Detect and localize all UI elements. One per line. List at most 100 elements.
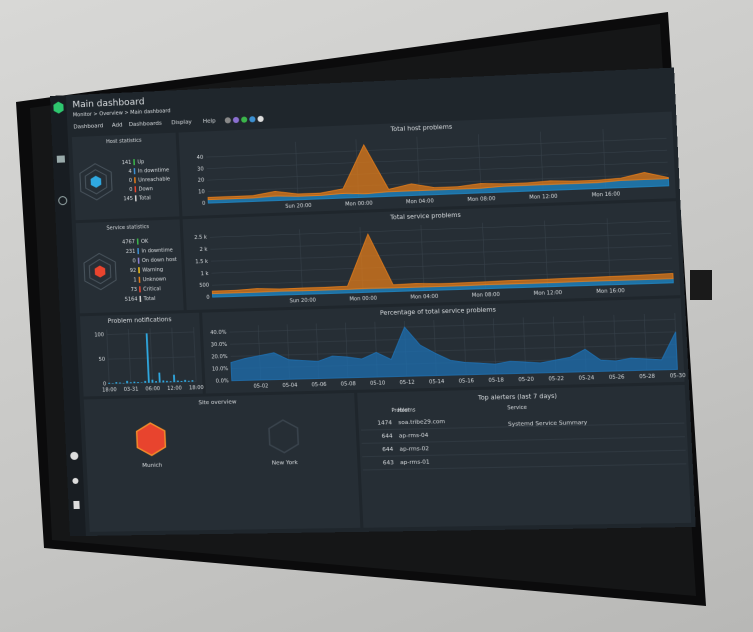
- problems: 644: [382, 434, 394, 440]
- x-tick-label: 03-31: [124, 387, 139, 393]
- status-icon: [224, 117, 232, 124]
- site-hexagon[interactable]: [269, 420, 299, 453]
- bar: [187, 380, 190, 382]
- y-tick-label: 500: [199, 283, 209, 289]
- y-tick-label: 100: [94, 332, 104, 338]
- status-label: In downtime: [141, 247, 173, 254]
- problems: 1474: [377, 420, 392, 426]
- x-tick-label: 05-04: [282, 383, 297, 389]
- status-label: Total: [138, 195, 151, 202]
- bar: [119, 382, 121, 384]
- y-tick-label: 0: [103, 381, 106, 387]
- count: 0: [129, 178, 132, 184]
- column-header: Host: [398, 408, 410, 414]
- y-tick-label: 0.0%: [216, 378, 229, 384]
- status-bar: [133, 168, 136, 175]
- problems: 644: [382, 447, 394, 453]
- bar: [162, 380, 165, 383]
- screen: Main dashboard Monitor > Overview > Main …: [49, 67, 696, 537]
- menu-item[interactable]: Dashboard: [73, 123, 103, 130]
- count: 92: [130, 268, 137, 274]
- icon: [73, 500, 80, 510]
- x-tick-label: 05-12: [399, 380, 414, 387]
- status-icon: [232, 116, 240, 124]
- x-tick-label: Mon 12:00: [534, 290, 563, 297]
- area: [230, 319, 678, 380]
- logo: [53, 101, 64, 114]
- hexagon: [84, 168, 107, 194]
- host[interactable]: soa.tribe29.com: [398, 419, 445, 426]
- status-bar: [139, 295, 142, 302]
- y-tick-label: 10.0%: [212, 366, 229, 373]
- status-bar: [137, 248, 140, 255]
- x-tick-label: Mon 08:00: [472, 292, 500, 299]
- bar: [191, 380, 194, 382]
- status-bar: [138, 276, 141, 283]
- bar: [137, 382, 139, 384]
- y-tick-label: 30: [197, 166, 204, 172]
- x-tick-label: 05-18: [488, 377, 504, 384]
- bar: [176, 380, 179, 383]
- bar: [122, 382, 125, 384]
- bar: [144, 380, 147, 383]
- status-label: On down host: [142, 257, 177, 264]
- y-tick-label: 20.0%: [211, 354, 228, 361]
- hexagon: [79, 162, 113, 200]
- bar: [155, 381, 158, 383]
- status-label: Warning: [142, 267, 163, 274]
- panel: [357, 384, 692, 528]
- host[interactable]: ap-rms-04: [399, 433, 429, 440]
- count: 141: [122, 160, 132, 166]
- bar: [133, 381, 136, 384]
- x-tick-label: Mon 16:00: [596, 288, 625, 295]
- site-label[interactable]: New York: [272, 460, 299, 467]
- status-label: Total: [142, 296, 155, 302]
- count: 231: [126, 249, 136, 255]
- breadcrumb: Monitor > Overview > Main dashboard: [73, 108, 171, 118]
- status-label: Critical: [143, 286, 161, 293]
- panel-title: Site overview: [198, 399, 237, 406]
- panel: [79, 312, 203, 397]
- bar: [126, 380, 129, 384]
- status-bar: [136, 238, 139, 245]
- status-label: OK: [141, 239, 149, 245]
- menu-item[interactable]: Add: [112, 122, 123, 128]
- x-tick-label: Mon 08:00: [467, 196, 495, 203]
- count: 4767: [122, 239, 135, 245]
- count: 5164: [125, 296, 138, 302]
- menu-item[interactable]: Dashboards: [129, 121, 162, 128]
- title: Main dashboard: [72, 97, 145, 110]
- site-hexagon[interactable]: [136, 423, 165, 456]
- host[interactable]: ap-rms-02: [399, 446, 429, 453]
- panel: [83, 392, 361, 532]
- panel: [71, 132, 180, 221]
- x-tick-label: 05-02: [253, 383, 268, 389]
- y-tick-label: 2 k: [199, 247, 207, 253]
- y-tick-label: 20: [198, 178, 205, 184]
- x-tick-label: Mon 12:00: [529, 194, 558, 201]
- y-tick-label: 2.5 k: [194, 235, 207, 242]
- site-label[interactable]: Munich: [142, 463, 163, 469]
- panel: [75, 219, 184, 314]
- status-icon: [257, 115, 264, 123]
- x-tick-label: 06:00: [145, 386, 160, 392]
- menu-item[interactable]: Display: [171, 119, 193, 126]
- hexagon: [90, 175, 101, 188]
- x-tick-label: 12:00: [167, 385, 182, 391]
- count: 1: [133, 277, 136, 283]
- panel: [182, 201, 681, 311]
- menu-item[interactable]: Help: [203, 118, 217, 125]
- x-tick-label: Sun 20:00: [285, 203, 312, 210]
- y-tick-label: 1.5 k: [195, 259, 208, 265]
- y-tick-label: 1 k: [201, 271, 209, 277]
- chart-title: Total service problems: [389, 212, 461, 222]
- x-tick-label: 05-06: [311, 382, 326, 388]
- bar: [184, 379, 187, 382]
- column-header: Problems: [391, 407, 416, 414]
- panel-title: Top alerters (last 7 days): [477, 393, 557, 402]
- panel: [178, 111, 676, 217]
- x-tick-label: 05-26: [609, 374, 625, 381]
- status-label: Down: [139, 186, 154, 193]
- host[interactable]: ap-rms-01: [400, 459, 430, 466]
- y-tick-label: 40.0%: [210, 330, 227, 337]
